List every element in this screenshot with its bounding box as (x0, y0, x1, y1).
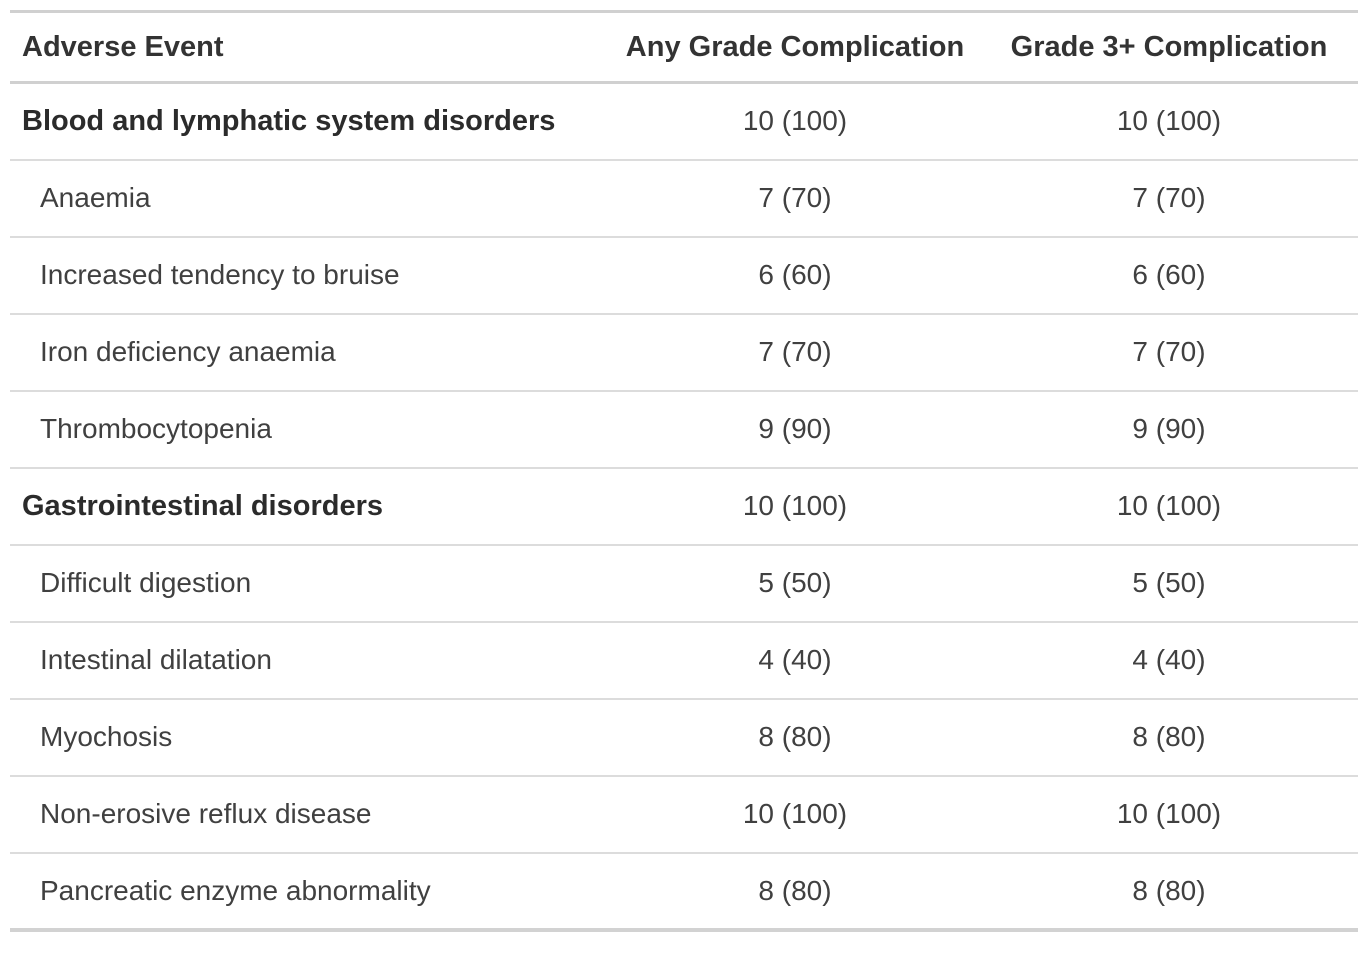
any-grade-cell: 10 (100) (742, 798, 848, 829)
any-grade-cell: 8 (80) (758, 721, 832, 752)
grade3-cell: 10 (100) (1116, 490, 1222, 521)
any-grade-cell: 9 (90) (758, 413, 832, 444)
any-grade-cell: 5 (50) (758, 567, 832, 598)
grade3-cell: 8 (80) (1132, 721, 1206, 752)
adverse-event-cell: Blood and lymphatic system disorders (22, 104, 556, 137)
column-header-any-grade: Any Grade Complication (610, 11, 980, 84)
grade3-cell: 9 (90) (1132, 413, 1206, 444)
grade3-cell: 4 (40) (1132, 644, 1206, 675)
adverse-event-cell: Pancreatic enzyme abnormality (40, 874, 431, 906)
adverse-event-cell: Gastrointestinal disorders (22, 489, 383, 522)
table-row: Iron deficiency anaemia 7 (70) 7 (70) (10, 314, 1358, 391)
table-row: Thrombocytopenia 9 (90) 9 (90) (10, 391, 1358, 468)
adverse-event-cell: Thrombocytopenia (40, 413, 272, 444)
any-grade-cell: 7 (70) (758, 336, 832, 367)
table-header: Adverse Event Any Grade Complication Gra… (10, 11, 1358, 84)
any-grade-cell: 6 (60) (758, 259, 832, 290)
grade3-cell: 7 (70) (1132, 336, 1206, 367)
table-row: Gastrointestinal disorders 10 (100) 10 (… (10, 468, 1358, 545)
adverse-event-cell: Myochosis (40, 721, 173, 752)
grade3-cell: 5 (50) (1132, 567, 1206, 598)
adverse-event-cell: Iron deficiency anaemia (40, 336, 336, 367)
grade3-cell: 10 (100) (1116, 798, 1222, 829)
any-grade-cell: 7 (70) (758, 182, 832, 213)
any-grade-cell: 10 (100) (742, 105, 848, 137)
any-grade-cell: 8 (80) (758, 874, 832, 906)
header-row: Adverse Event Any Grade Complication Gra… (10, 11, 1358, 84)
adverse-events-table: Adverse Event Any Grade Complication Gra… (10, 10, 1358, 932)
adverse-event-cell: Intestinal dilatation (40, 644, 272, 675)
grade3-cell: 8 (80) (1132, 874, 1206, 906)
adverse-event-cell: Increased tendency to bruise (40, 259, 400, 290)
column-header-adverse-event: Adverse Event (10, 11, 610, 84)
adverse-event-cell: Difficult digestion (40, 567, 252, 598)
table-row: Increased tendency to bruise 6 (60) 6 (6… (10, 237, 1358, 314)
table-row: Pancreatic enzyme abnormality 8 (80) 8 (… (10, 853, 1358, 930)
any-grade-cell: 4 (40) (758, 644, 832, 675)
adverse-event-cell: Non-erosive reflux disease (40, 798, 372, 829)
table-body: Blood and lymphatic system disorders 10 … (10, 83, 1358, 930)
any-grade-cell: 10 (100) (742, 490, 848, 521)
table-row: Blood and lymphatic system disorders 10 … (10, 83, 1358, 160)
table-row: Difficult digestion 5 (50) 5 (50) (10, 545, 1358, 622)
adverse-event-cell: Anaemia (40, 182, 151, 213)
table-row: Myochosis 8 (80) 8 (80) (10, 699, 1358, 776)
adverse-events-table-container: Adverse Event Any Grade Complication Gra… (10, 10, 1358, 932)
table-row: Non-erosive reflux disease 10 (100) 10 (… (10, 776, 1358, 853)
column-header-grade3plus: Grade 3+ Complication (980, 11, 1358, 84)
grade3-cell: 10 (100) (1116, 105, 1222, 137)
table-row: Anaemia 7 (70) 7 (70) (10, 160, 1358, 237)
grade3-cell: 7 (70) (1132, 182, 1206, 213)
table-row: Intestinal dilatation 4 (40) 4 (40) (10, 622, 1358, 699)
grade3-cell: 6 (60) (1132, 259, 1206, 290)
